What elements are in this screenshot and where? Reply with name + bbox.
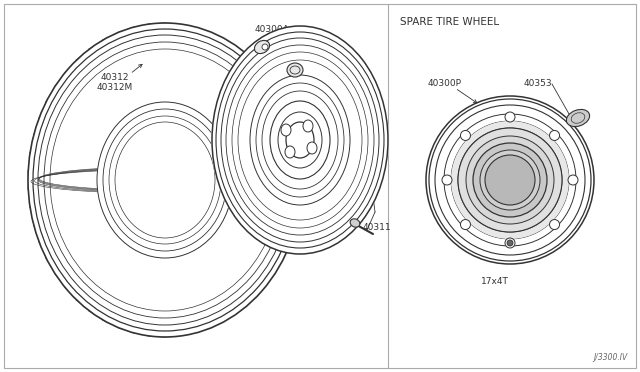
Ellipse shape — [505, 238, 515, 248]
Text: 17x4T: 17x4T — [481, 278, 509, 286]
Ellipse shape — [460, 131, 470, 141]
Text: 40312: 40312 — [100, 73, 129, 81]
Ellipse shape — [566, 109, 589, 126]
Text: 40300P: 40300P — [428, 80, 462, 89]
Ellipse shape — [480, 150, 540, 210]
Ellipse shape — [350, 219, 360, 227]
Ellipse shape — [568, 175, 578, 185]
Text: 40353: 40353 — [524, 80, 552, 89]
Ellipse shape — [506, 210, 514, 218]
Ellipse shape — [425, 95, 595, 265]
Text: 40300A: 40300A — [255, 26, 289, 35]
Ellipse shape — [250, 75, 350, 205]
Text: 40300P: 40300P — [235, 150, 269, 158]
Text: 40311: 40311 — [363, 222, 392, 231]
Ellipse shape — [28, 23, 302, 337]
Ellipse shape — [458, 128, 562, 232]
Ellipse shape — [303, 120, 313, 132]
Ellipse shape — [485, 155, 535, 205]
Ellipse shape — [507, 240, 513, 246]
Ellipse shape — [550, 131, 559, 141]
Text: J/3300.IV: J/3300.IV — [594, 353, 628, 362]
Ellipse shape — [550, 219, 559, 230]
Ellipse shape — [255, 41, 269, 54]
Ellipse shape — [442, 175, 452, 185]
Ellipse shape — [287, 63, 303, 77]
Text: SPARE TIRE WHEEL: SPARE TIRE WHEEL — [400, 17, 499, 27]
Ellipse shape — [458, 128, 562, 232]
Ellipse shape — [262, 44, 268, 50]
Ellipse shape — [97, 102, 233, 258]
Ellipse shape — [285, 146, 295, 158]
Ellipse shape — [526, 148, 534, 157]
Ellipse shape — [281, 124, 291, 136]
Ellipse shape — [474, 186, 482, 195]
Ellipse shape — [460, 219, 470, 230]
Ellipse shape — [451, 121, 569, 239]
Ellipse shape — [486, 148, 494, 157]
Ellipse shape — [473, 143, 547, 217]
Text: 40312M: 40312M — [97, 83, 133, 92]
Ellipse shape — [307, 142, 317, 154]
Ellipse shape — [505, 112, 515, 122]
Ellipse shape — [538, 186, 547, 195]
Ellipse shape — [466, 136, 554, 224]
Ellipse shape — [211, 26, 389, 254]
Text: 40224: 40224 — [318, 60, 346, 68]
Ellipse shape — [487, 157, 533, 203]
